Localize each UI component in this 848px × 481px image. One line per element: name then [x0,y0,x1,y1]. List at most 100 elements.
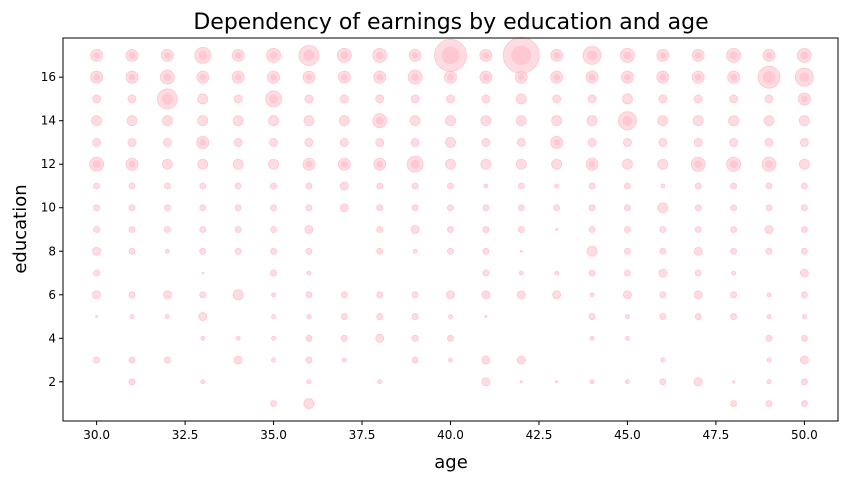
scatter-point [447,334,454,342]
scatter-point [732,380,736,384]
scatter-point [448,357,453,363]
scatter-point [765,400,773,407]
scatter-point [694,182,702,190]
plot-points [89,37,814,409]
scatter-point [304,94,314,104]
scatter-point [163,226,171,233]
y-tick-label: 4 [48,331,56,345]
scatter-point [766,379,772,385]
scatter-point [622,158,633,170]
scatter-point [305,247,313,255]
scatter-point [268,158,279,170]
scatter-point [659,291,667,299]
scatter-point [798,115,810,127]
scatter-point [91,115,103,127]
scatter-point [623,290,632,300]
scatter-point [693,94,703,104]
scatter-point [341,160,348,168]
scatter-point [730,73,737,81]
scatter-point [127,138,137,147]
chart-title: Dependency of earnings by education and … [193,10,708,35]
scatter-point [624,182,631,190]
scatter-point [730,247,738,255]
scatter-point [201,271,205,275]
scatter-point [129,314,135,319]
scatter-point [338,115,350,127]
scatter-point [234,247,242,255]
scatter-point [730,226,738,233]
scatter-point [763,115,775,127]
scatter-point [481,377,491,387]
scatter-point [234,226,242,233]
scatter-point [480,158,492,170]
scatter-point [410,94,420,104]
scatter-point [128,182,136,190]
scatter-point [270,204,277,212]
scatter-point [163,73,172,82]
y-axis: 2 4 6 8 10 12 14 16 [41,70,63,389]
scatter-point [764,225,774,234]
scatter-point [800,226,808,233]
scatter-point [340,334,348,342]
scatter-point [412,248,418,254]
scatter-point [481,355,491,365]
scatter-point [164,314,170,319]
scatter-point [92,290,102,300]
scatter-point [623,51,632,60]
scatter-point [339,181,349,191]
scatter-point [375,94,385,104]
scatter-point [800,247,808,255]
scatter-point [447,73,454,81]
scatter-point [765,334,773,342]
scatter-point [447,204,454,212]
scatter-point [659,247,667,255]
scatter-point [199,291,207,299]
scatter-point [409,115,421,127]
scatter-point [269,94,278,104]
scatter-point [199,73,207,81]
scatter-point [411,334,419,342]
scatter-point [305,204,313,212]
scatter-point [198,312,208,321]
scatter-point [199,226,207,233]
scatter-point [660,357,666,363]
scatter-point [441,46,460,65]
scatter-point [588,73,596,81]
scatter-point [517,182,525,190]
scatter-point [516,355,526,365]
scatter-point [376,73,384,81]
scatter-point [410,138,420,147]
scatter-point [93,356,101,364]
scatter-point [555,228,559,231]
scatter-point [447,226,454,233]
scatter-point [93,182,101,190]
scatter-point [270,269,277,277]
scatter-point [234,182,242,190]
scatter-point [199,204,207,212]
scatter-point [341,73,348,81]
scatter-point [233,355,243,365]
scatter-point [128,52,136,59]
scatter-point [199,139,207,146]
scatter-point [306,379,312,385]
scatter-point [517,204,525,212]
scatter-point [375,51,384,60]
scatter-point [799,72,810,83]
x-tick-label: 42.5 [526,428,553,442]
scatter-point [447,182,454,190]
scatter-point [269,51,278,60]
scatter-point [303,115,315,127]
scatter-point [551,115,563,127]
scatter-point [693,377,703,387]
scatter-point [163,182,171,190]
scatter-point [303,49,315,61]
scatter-point [200,379,206,385]
scatter-point [729,94,739,104]
scatter-point [553,139,560,146]
scatter-point [588,226,596,233]
scatter-point [555,380,559,384]
scatter-point [199,247,207,255]
scatter-point [588,160,596,168]
scatter-point [588,182,596,190]
scatter-point [625,379,630,385]
